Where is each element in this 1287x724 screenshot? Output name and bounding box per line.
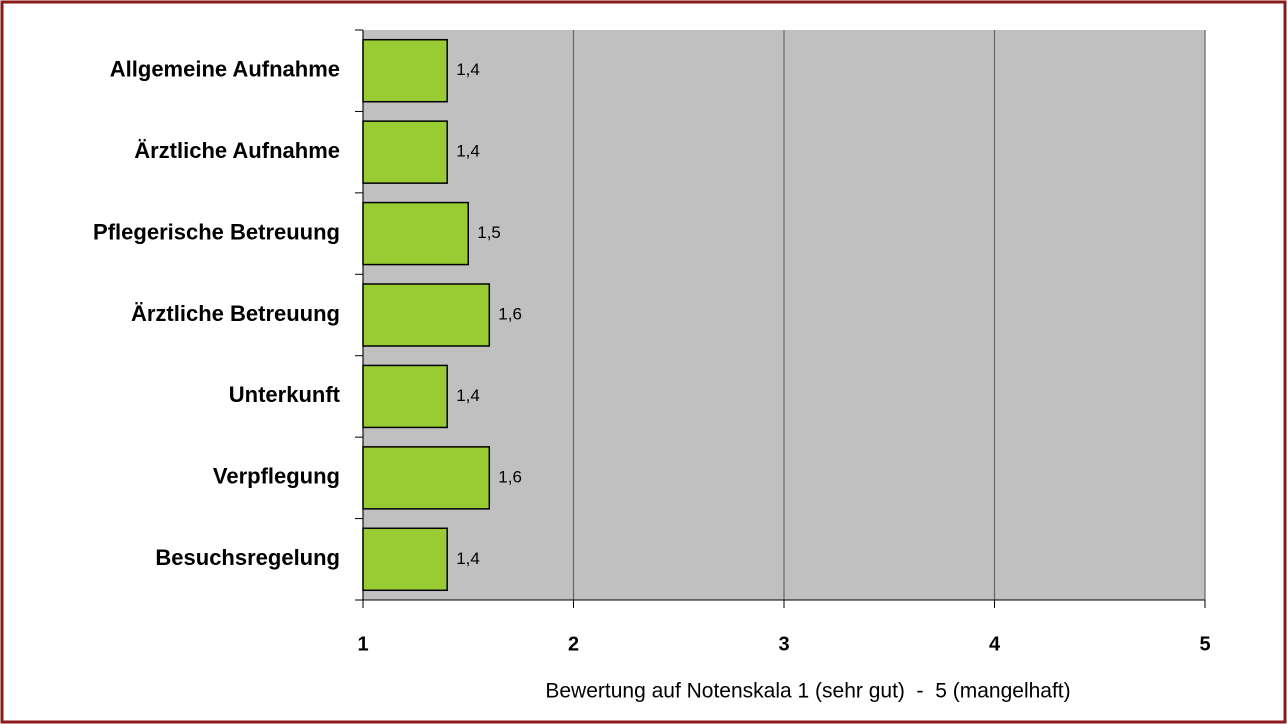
value-label: 1,4 xyxy=(456,60,480,79)
y-tick-label: Allgemeine Aufnahme xyxy=(110,57,340,82)
bar xyxy=(362,38,448,103)
bar xyxy=(362,527,448,592)
x-tick-label: 3 xyxy=(778,633,789,655)
x-tick-label: 5 xyxy=(1199,633,1210,655)
value-label: 1,4 xyxy=(456,386,480,405)
x-tick-label: 1 xyxy=(357,633,368,655)
y-tick-label: Besuchsregelung xyxy=(155,545,340,570)
x-axis-label: Bewertung auf Notenskala 1 (sehr gut) - … xyxy=(545,680,1070,703)
bar xyxy=(362,446,491,510)
y-tick-label: Ärztliche Aufnahme xyxy=(134,138,340,163)
y-tick-label: Verpflegung xyxy=(213,464,340,489)
y-tick-label: Unterkunft xyxy=(229,382,341,407)
y-tick-label: Ärztliche Betreuung xyxy=(131,301,340,326)
value-label: 1,6 xyxy=(498,467,522,486)
value-label: 1,4 xyxy=(456,549,480,568)
y-tick-label: Pflegerische Betreuung xyxy=(93,219,340,244)
value-label: 1,4 xyxy=(456,142,480,161)
bar xyxy=(362,120,448,184)
x-tick-label: 4 xyxy=(989,633,1001,655)
bar xyxy=(362,364,448,429)
value-label: 1,6 xyxy=(498,304,522,323)
bar xyxy=(362,201,469,266)
bar xyxy=(362,283,491,347)
value-label: 1,5 xyxy=(477,223,501,242)
x-tick-label: 2 xyxy=(568,633,579,655)
